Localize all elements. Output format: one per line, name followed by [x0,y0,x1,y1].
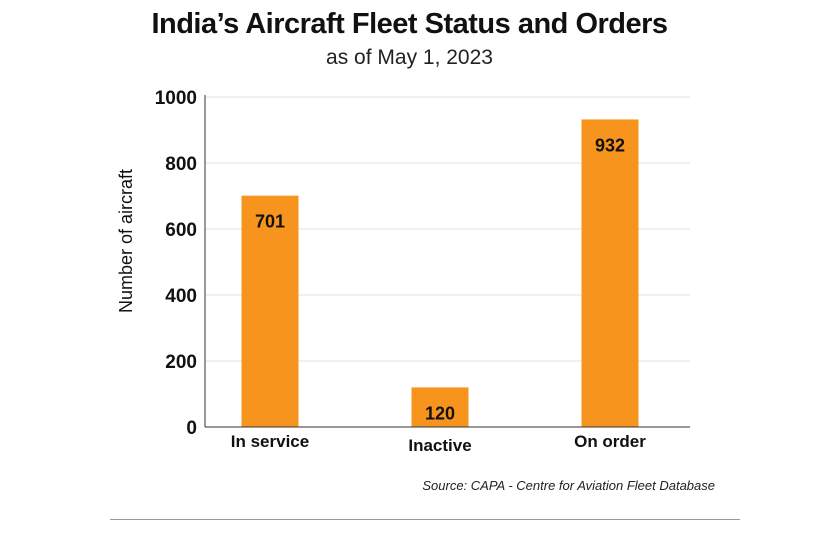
bar [241,195,299,427]
y-tick-label: 1000 [155,88,197,109]
y-tick-label: 600 [165,220,197,241]
bar-data-label: 120 [425,403,455,423]
x-category-label: In service [231,432,309,451]
bar-data-label: 701 [255,212,285,232]
bar [411,387,469,427]
chart-subtitle: as of May 1, 2023 [326,46,493,69]
y-axis-title: Number of aircraft [116,169,136,313]
y-tick-label: 400 [165,286,197,307]
y-tick-label: 800 [165,154,197,175]
chart-title: India’s Aircraft Fleet Status and Orders [151,8,668,40]
x-category-label: On order [574,432,646,451]
source-note: Source: CAPA - Centre for Aviation Fleet… [422,478,715,493]
bar [581,119,639,427]
axes [204,95,690,428]
y-tick-label: 0 [186,418,197,439]
bars [241,119,639,427]
x-category-label: Inactive [408,436,471,455]
bar-data-label: 932 [595,135,625,155]
bottom-divider [110,519,740,520]
y-tick-label: 200 [165,352,197,373]
labels: 0 200 400 600 800 1000 701 In service 120 Inactiv… [155,88,647,455]
